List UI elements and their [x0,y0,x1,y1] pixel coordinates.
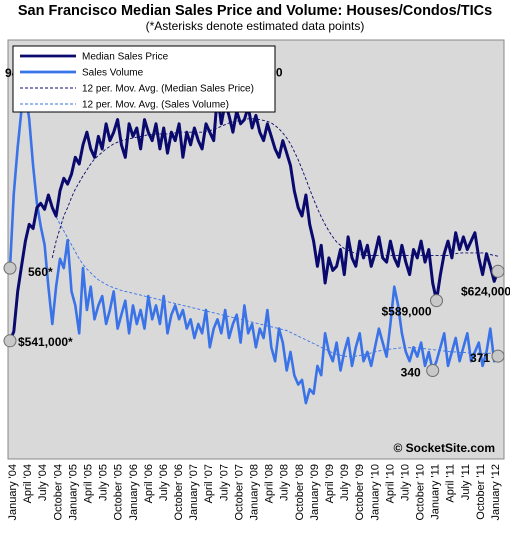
x-tick-label: April '07 [203,464,215,503]
annotation-marker [3,261,17,275]
x-tick-label: January '06 [128,464,140,521]
x-tick-label: October '04 [52,464,64,521]
chart-title: San Francisco Median Sales Price and Vol… [18,3,492,19]
annotation-label: 371 [470,351,490,365]
series-lines [8,89,500,405]
legend-label: Median Sales Price [82,52,169,63]
legend-label: 12 per. Mov. Avg. (Median Sales Price) [82,84,254,95]
x-tick-label: January '10 [369,464,381,521]
x-tick-label: October '08 [294,464,306,521]
x-tick-label: October '06 [173,464,185,521]
annotation-marker [491,349,505,363]
legend: Median Sales Price Sales Volume 12 per. Mo… [12,45,276,113]
x-tick-label: July '06 [158,464,170,501]
x-tick-label: April '11 [445,464,457,503]
x-tick-label: January '11 [430,464,442,520]
x-tick-label: January '12 [490,464,502,521]
x-tick-label: July '09 [339,464,351,501]
annotation-label: $541,000* [18,335,73,349]
x-tick-label: October '05 [113,464,125,521]
series-line-median-sales-price [8,93,500,342]
series-line-12-per-mov-avg-sales-volume [51,207,498,358]
x-tick-label: January '09 [309,464,321,521]
x-tick-label: October '07 [233,464,245,521]
x-tick-label: October '09 [354,464,366,521]
annotation-label: 340 [401,366,421,380]
x-tick-label: April '05 [83,464,95,503]
x-tick-label: October '10 [415,464,427,521]
annotation-marker [3,334,17,348]
x-tick-label: July '08 [279,464,291,501]
chart-subtitle: (*Asterisks denote estimated data points… [146,19,365,33]
annotation-marker [430,294,443,308]
x-tick-label: July '04 [37,464,49,501]
legend-label: Sales Volume [82,68,144,79]
annotation-label: 560* [28,265,53,279]
x-tick-label: April '08 [264,464,276,503]
x-tick-label: January '08 [249,464,261,521]
credit-label: © SocketSite.com [393,441,495,455]
x-tick-label: April '06 [143,464,155,503]
x-tick-label: April '04 [22,464,34,503]
series-line-sales-volume [8,89,500,405]
x-tick-label: October '11 [475,464,487,520]
annotation-marker [491,264,505,278]
x-tick-label: April '10 [384,464,396,503]
x-tick-label: July '05 [98,464,110,501]
x-tick-label: April '09 [324,464,336,503]
annotation-label: $589,000 [381,305,431,319]
legend-label: 12 per. Mov. Avg. (Sales Volume) [82,100,229,111]
x-axis-ticks: January '04 April '04 July '04 October '04 J… [7,464,502,521]
x-tick-label: January '05 [67,464,79,521]
annotation-marker [426,364,440,377]
x-tick-label: July '11 [460,464,472,500]
annotation-label: $624,000 [461,284,510,298]
x-tick-label: July '10 [399,464,411,501]
x-tick-label: July '07 [218,464,230,501]
x-tick-label: January '07 [188,464,200,521]
x-tick-label: January '04 [7,464,19,521]
